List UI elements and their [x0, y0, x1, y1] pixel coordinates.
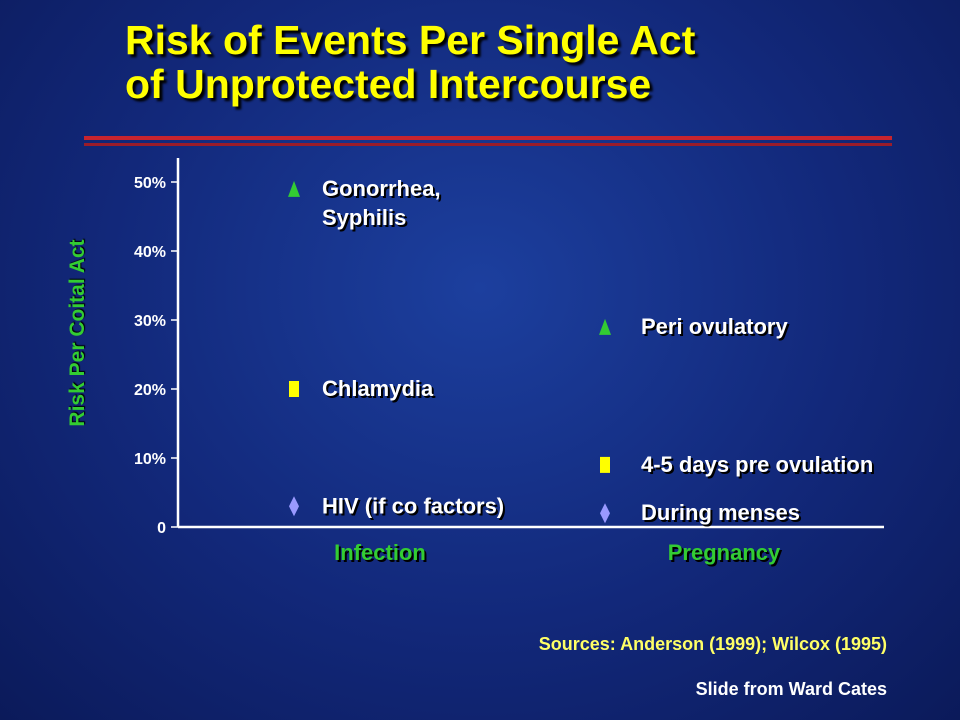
data-label-shadow: Chlamydia — [324, 378, 436, 403]
data-label-shadow: Peri ovulatory — [643, 316, 790, 341]
y-tick-label: 10% — [134, 451, 166, 468]
y-tick-label: 50% — [134, 175, 166, 192]
data-label-shadow: Syphilis — [324, 207, 408, 232]
y-tick-label: 30% — [134, 313, 166, 330]
data-label: During menses — [641, 500, 800, 525]
data-label-shadow: HIV (if co factors) — [324, 495, 506, 520]
x-category-label: Infection — [334, 540, 426, 565]
x-category-label-shadow: Pregnancy — [670, 542, 783, 567]
x-category-label: Pregnancy — [668, 540, 781, 565]
data-label-shadow: Gonorrhea, — [324, 178, 443, 203]
data-label-shadow: During menses — [643, 502, 802, 527]
triangle-marker — [599, 318, 611, 335]
y-tick-label: 20% — [134, 382, 166, 399]
data-label: Gonorrhea, — [322, 176, 441, 201]
title-line-2: of Unprotected Intercourse — [125, 61, 652, 107]
data-label: HIV (if co factors) — [322, 493, 504, 518]
y-tick-label: 40% — [134, 244, 166, 261]
x-category-label-shadow: Infection — [336, 542, 428, 567]
title-divider — [84, 136, 892, 140]
title-divider-secondary — [84, 143, 892, 146]
data-label: 4-5 days pre ovulation — [641, 452, 873, 477]
square-marker — [600, 456, 610, 473]
diamond-marker — [289, 496, 299, 517]
triangle-marker — [288, 180, 300, 197]
data-label: Peri ovulatory — [641, 314, 788, 339]
square-marker — [289, 381, 299, 397]
data-label-shadow: 4-5 days pre ovulation — [643, 454, 875, 479]
data-label: Chlamydia — [322, 376, 434, 401]
slide-title: Risk of Events Per Single Act of Unprote… — [125, 18, 695, 106]
data-label: Syphilis — [322, 205, 406, 230]
diamond-marker — [600, 503, 610, 524]
slide-credit: Slide from Ward Cates — [695, 679, 887, 699]
y-tick-label: 0 — [157, 520, 166, 537]
title-line-1: Risk of Events Per Single Act — [125, 17, 696, 63]
sources-citation: Sources: Anderson (1999); Wilcox (1995) — [538, 634, 887, 654]
